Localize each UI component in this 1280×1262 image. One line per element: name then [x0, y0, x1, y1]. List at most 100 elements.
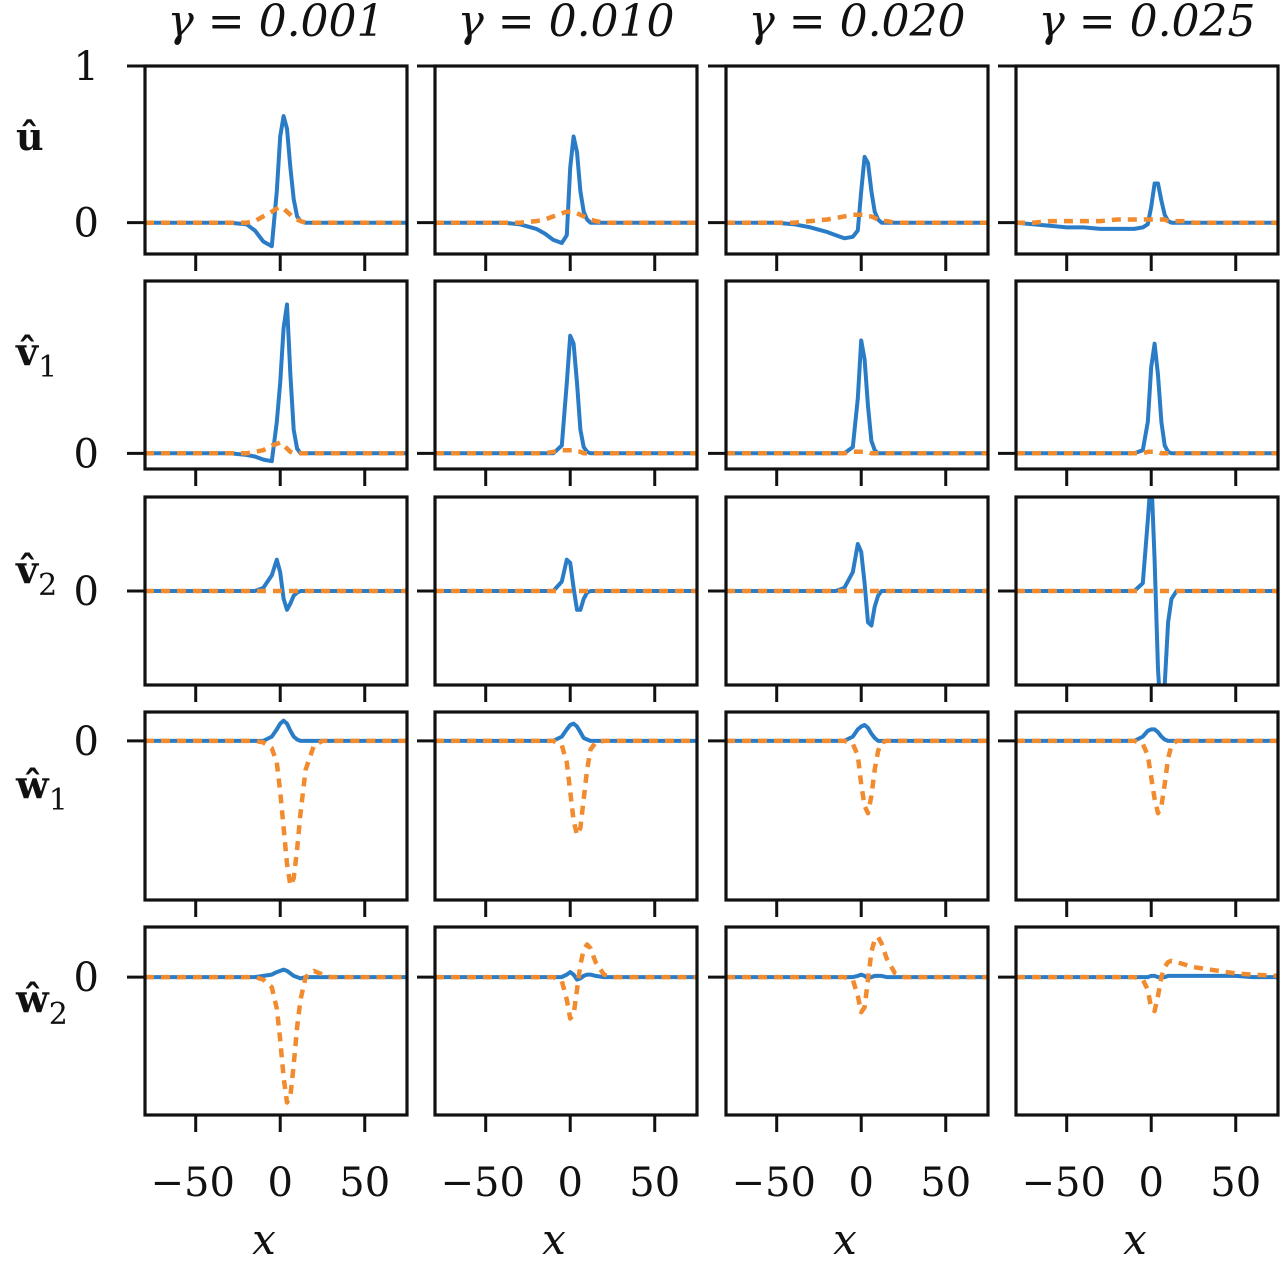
- series-dashed-r4-c0: [145, 968, 407, 1105]
- panel-r4-c1: [417, 925, 699, 1132]
- panel-r4-c3: [998, 925, 1280, 1132]
- series-solid-r3-c2: [726, 723, 988, 743]
- series-solid-r1-c3: [1016, 341, 1278, 456]
- x-axis-label-c0: x: [252, 1215, 276, 1262]
- xtick-label-c3-1: 0: [1138, 1160, 1163, 1206]
- panel-r0-c3: [998, 64, 1280, 271]
- series-solid-r0-c2: [726, 154, 988, 241]
- series-solid-r1-c1: [435, 333, 697, 456]
- column-title-3: γ = 0.025: [1038, 0, 1255, 47]
- row-label-1: v̂1: [15, 329, 57, 385]
- panel-r0-c1: [417, 64, 699, 271]
- panel-frame-r1-c2: [724, 279, 990, 471]
- row-label-2: v̂2: [15, 547, 57, 603]
- ytick-label-r4-0: 0: [74, 955, 99, 1001]
- series-solid-r0-c0: [145, 114, 407, 249]
- panel-frame-r0-c3: [1014, 64, 1280, 256]
- xtick-label-c3-0: −50: [1021, 1160, 1105, 1206]
- xtick-label-c2-2: 50: [920, 1160, 971, 1206]
- panel-frame-r2-c3: [1014, 495, 1280, 687]
- panel-r1-c1: [417, 279, 699, 486]
- panel-r3-c3: [998, 710, 1280, 917]
- panel-r1-c3: [998, 279, 1280, 486]
- series-solid-r1-c2: [726, 338, 988, 456]
- panel-frame-r3-c2: [724, 710, 990, 902]
- x-axes: −50 0 50 x −50 0 50 x −50 0 50 x −50 0 50 x: [150, 1160, 1261, 1262]
- series-solid-r0-c1: [435, 134, 697, 245]
- panel-frame-r2-c0: [143, 495, 409, 687]
- series-dashed-r4-c2: [726, 934, 988, 1015]
- ytick-label-r0-0: 1: [74, 44, 99, 90]
- panel-r2-c3: [998, 495, 1280, 702]
- xtick-label-c2-1: 0: [848, 1160, 873, 1206]
- panel-frame-r2-c1: [433, 495, 699, 687]
- x-axis-label-c3: x: [1123, 1215, 1147, 1262]
- panel-frame-r3-c1: [433, 710, 699, 902]
- row-label-0: û: [16, 114, 44, 159]
- panel-r0-c2: [708, 64, 990, 271]
- panel-r0-c0: 10: [74, 44, 409, 271]
- panel-frame-r0-c1: [433, 64, 699, 256]
- panel-frame-r4-c1: [433, 925, 699, 1117]
- series-dashed-r3-c1: [435, 738, 697, 838]
- series-solid-r2-c2: [726, 542, 988, 628]
- panel-r4-c0: 0: [74, 925, 409, 1132]
- xtick-label-c1-1: 0: [557, 1160, 582, 1206]
- panel-r1-c2: [708, 279, 990, 486]
- panel-r2-c0: 0: [74, 495, 409, 702]
- series-dashed-r0-c2: [726, 212, 988, 225]
- series-dashed-r1-c1: [435, 447, 697, 456]
- column-title-1: γ = 0.010: [457, 0, 674, 47]
- panel-frame-r0-c0: [143, 64, 409, 256]
- panel-frame-r0-c2: [724, 64, 990, 256]
- series-solid-r3-c0: [145, 718, 407, 743]
- series-dashed-r0-c3: [1016, 217, 1278, 225]
- ytick-label-r2-0: 0: [74, 569, 99, 615]
- panel-frame-r4-c2: [724, 925, 990, 1117]
- panel-r2-c1: [417, 495, 699, 702]
- panel-frame-r2-c2: [724, 495, 990, 687]
- panel-r4-c2: [708, 925, 990, 1132]
- panel-frame-r3-c3: [1014, 710, 1280, 902]
- row-label-3: ŵ1: [15, 762, 68, 818]
- panel-frame-r1-c0: [143, 279, 409, 471]
- panel-frame-r4-c0: [143, 925, 409, 1117]
- x-axis-label-c2: x: [833, 1215, 857, 1262]
- series-dashed-r0-c1: [435, 209, 697, 225]
- panel-r2-c2: [708, 495, 990, 702]
- series-solid-r0-c3: [1016, 181, 1278, 231]
- xtick-label-c0-0: −50: [150, 1160, 234, 1206]
- xtick-label-c1-2: 50: [629, 1160, 680, 1206]
- series-solid-r2-c0: [145, 557, 407, 612]
- series-dashed-r4-c1: [435, 942, 697, 1021]
- series-dashed-r3-c3: [1016, 738, 1278, 816]
- panel-r3-c2: [708, 710, 990, 917]
- ytick-label-r0-1: 0: [74, 201, 99, 247]
- series-dashed-r0-c0: [145, 204, 407, 225]
- panel-frame-r3-c0: [143, 710, 409, 902]
- panel-frame-r4-c3: [1014, 925, 1280, 1117]
- xtick-label-c0-1: 0: [267, 1160, 292, 1206]
- column-titles: γ = 0.001 γ = 0.010 γ = 0.020 γ = 0.025: [167, 0, 1255, 47]
- series-dashed-r3-c2: [726, 738, 988, 816]
- x-axis-label-c1: x: [542, 1215, 566, 1262]
- panel-frame-r1-c1: [433, 279, 699, 471]
- row-labels: û v̂1 v̂2 ŵ1 ŵ2: [15, 114, 68, 1032]
- ytick-label-r1-0: 0: [74, 431, 99, 477]
- panel-r3-c1: [417, 710, 699, 917]
- series-dashed-r3-c0: [145, 738, 407, 888]
- series-dashed-r1-c3: [1016, 449, 1278, 456]
- series-dashed-r1-c2: [726, 449, 988, 456]
- series-solid-r2-c1: [435, 557, 697, 612]
- panel-frame-r1-c3: [1014, 279, 1280, 471]
- xtick-label-c3-2: 50: [1210, 1160, 1261, 1206]
- series-solid-r3-c1: [435, 721, 697, 743]
- series-dashed-r4-c3: [1016, 958, 1278, 1014]
- xtick-label-c1-0: −50: [440, 1160, 524, 1206]
- ytick-label-r3-0: 0: [74, 719, 99, 765]
- series-solid-r1-c0: [145, 302, 407, 464]
- panel-r3-c0: 0: [74, 710, 409, 917]
- column-title-0: γ = 0.001: [167, 0, 384, 47]
